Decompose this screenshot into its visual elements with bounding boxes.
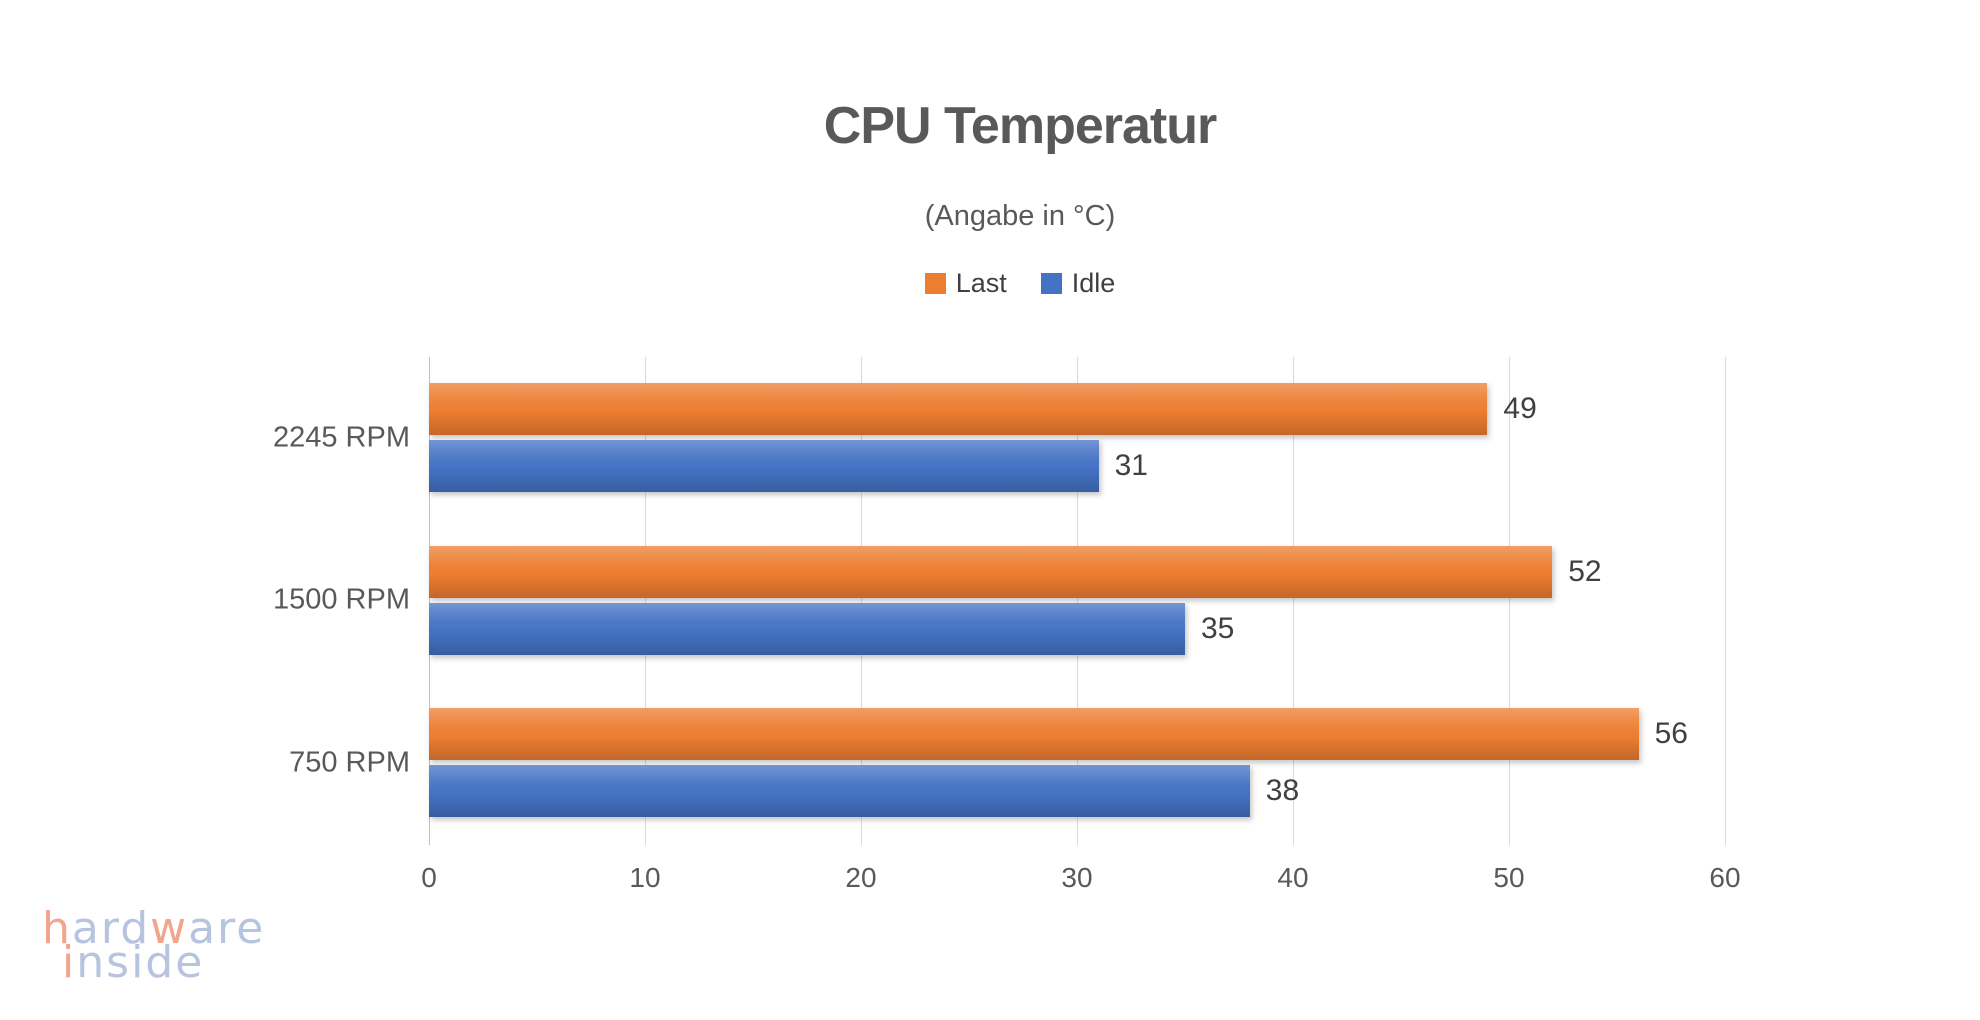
category-label: 2245 RPM xyxy=(272,421,410,453)
gridline xyxy=(1509,357,1510,845)
watermark-letter: r xyxy=(217,903,237,954)
chart-subtitle: (Angabe in °C) xyxy=(924,200,1116,232)
gridline xyxy=(1725,357,1726,845)
watermark-logo: hardware inside xyxy=(42,907,265,985)
x-tick-label: 60 xyxy=(1709,862,1741,893)
x-axis-labels: 0 10 20 30 40 50 60 xyxy=(421,862,1740,902)
bar-idle-750-rpm xyxy=(429,765,1250,818)
value-label: 56 xyxy=(1654,717,1688,751)
legend-swatch-idle xyxy=(1040,273,1062,294)
value-label: 49 xyxy=(1503,392,1537,425)
watermark-letter: e xyxy=(175,937,205,988)
watermark-letter: r xyxy=(100,903,121,954)
x-tick-label: 40 xyxy=(1277,862,1309,893)
watermark-line1: hardware xyxy=(42,907,265,951)
legend-item-idle: Idle xyxy=(1040,268,1116,299)
chart-title: CPU Temperatur xyxy=(823,97,1217,155)
value-label: 35 xyxy=(1201,611,1235,645)
watermark-letter: w xyxy=(150,903,189,954)
value-label: 38 xyxy=(1265,774,1300,808)
x-tick-label: 10 xyxy=(629,862,661,893)
bar-last-1500-rpm xyxy=(429,545,1553,598)
watermark-letter: i xyxy=(131,937,146,988)
x-tick-label: 0 xyxy=(421,862,437,893)
gridline xyxy=(1077,357,1078,845)
legend-label: Last xyxy=(955,268,1007,298)
plot-area: 49 31 52 35 56 38 xyxy=(429,357,1726,845)
bar-last-750-rpm xyxy=(429,708,1639,761)
category-label: 750 RPM xyxy=(289,746,410,779)
legend-swatch-last xyxy=(924,273,946,294)
watermark-letter: a xyxy=(188,903,218,954)
x-tick-label: 50 xyxy=(1493,862,1525,893)
legend-item-last: Last xyxy=(924,268,1007,299)
bar-idle-2245-rpm xyxy=(429,440,1099,492)
value-label: 52 xyxy=(1568,554,1602,588)
watermark-letter: d xyxy=(120,903,151,954)
watermark-letter: e xyxy=(236,903,266,954)
legend-label: Idle xyxy=(1071,268,1116,298)
watermark-letter: i xyxy=(62,937,77,988)
gridline xyxy=(645,357,646,845)
watermark-line2: inside xyxy=(62,941,265,985)
watermark-letter: h xyxy=(42,903,72,954)
x-tick-label: 20 xyxy=(845,862,877,893)
gridline xyxy=(1293,357,1294,845)
watermark-letter: a xyxy=(71,903,101,954)
bar-idle-1500-rpm xyxy=(429,602,1185,655)
gridline xyxy=(861,357,862,845)
bar-last-2245-rpm xyxy=(429,383,1488,435)
legend: Last Idle xyxy=(340,268,1700,299)
watermark-letter: d xyxy=(145,937,176,988)
gridline xyxy=(429,357,430,845)
value-label: 31 xyxy=(1114,449,1148,482)
watermark-letter: n xyxy=(76,937,107,988)
x-tick-label: 30 xyxy=(1061,862,1093,893)
category-label: 1500 RPM xyxy=(272,583,410,616)
watermark-letter: s xyxy=(106,937,132,988)
category-axis: 2245 RPM 1500 RPM 750 RPM xyxy=(120,357,410,845)
